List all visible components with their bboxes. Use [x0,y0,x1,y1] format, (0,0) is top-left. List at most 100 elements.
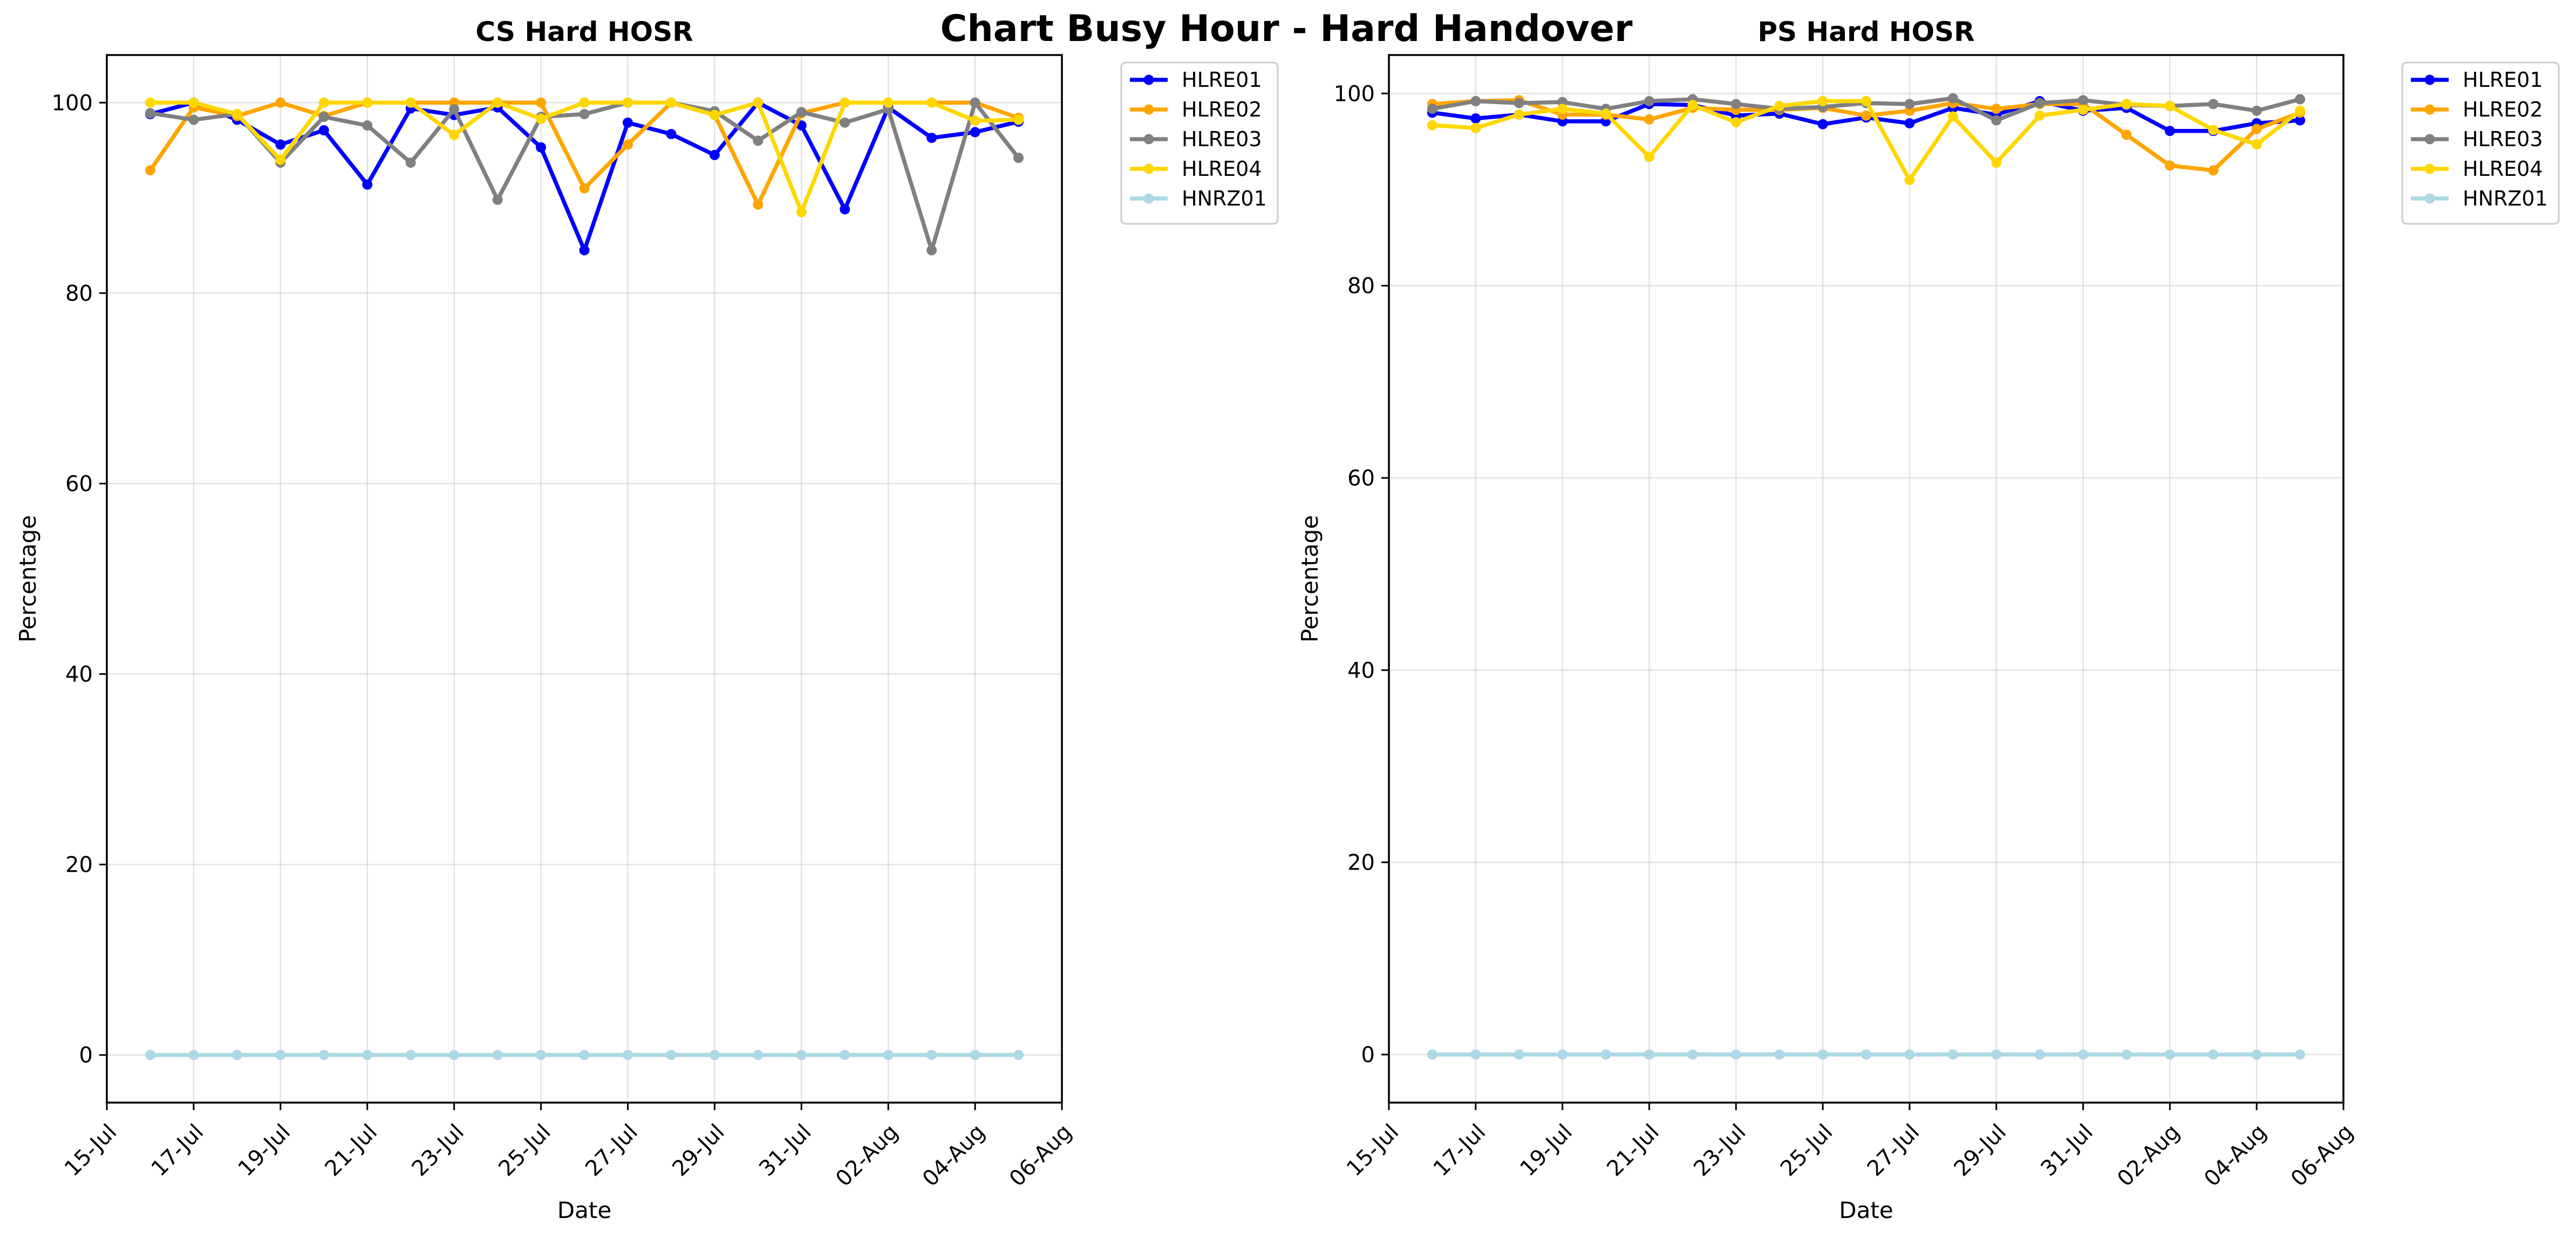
data-point-hlre03 [362,120,373,131]
legend-label: HLRE04 [2463,157,2543,181]
data-point-hlre04 [970,115,980,126]
data-point-hlre04 [622,97,633,108]
data-point-hlre01 [666,129,677,140]
data-point-hlre04 [1774,100,1785,111]
data-point-hlre04 [2034,110,2045,121]
y-tick-label: 20 [65,853,93,878]
subplot-title: PS Hard HOSR [1757,16,1974,47]
data-point-hlre04 [1600,108,1611,119]
data-point-hnrz01 [1514,1049,1524,1060]
data-point-hlre01 [970,127,980,138]
data-point-hlre01 [579,245,590,256]
data-point-hlre02 [579,183,590,194]
data-point-hlre03 [1947,93,1958,104]
data-point-hlre01 [2164,126,2175,136]
legend-swatch-marker [2424,163,2435,174]
data-point-hlre01 [362,179,373,190]
y-tick-label: 100 [1334,81,1375,106]
data-point-hlre04 [275,154,286,165]
data-point-hnrz01 [2251,1049,2262,1060]
data-point-hnrz01 [275,1050,286,1061]
data-point-hlre04 [2164,100,2175,111]
data-point-hlre01 [318,125,329,135]
data-point-hnrz01 [709,1050,720,1061]
data-point-hlre04 [1904,175,1915,186]
data-point-hlre04 [753,97,764,108]
y-axis-label: Percentage [1297,515,1323,642]
data-point-hlre01 [709,149,720,160]
data-point-hnrz01 [840,1050,850,1061]
data-point-hnrz01 [145,1050,155,1061]
data-point-hnrz01 [883,1050,894,1061]
data-point-hlre04 [796,207,807,217]
data-point-hlre04 [318,97,329,108]
data-point-hlre02 [145,165,155,176]
data-point-hlre02 [753,199,764,210]
data-point-hlre01 [840,204,850,215]
y-tick-label: 80 [65,281,93,306]
data-point-hlre02 [2251,124,2262,134]
data-point-hlre04 [666,97,677,108]
legend-swatch-marker [2424,193,2435,204]
data-point-hlre04 [362,97,373,108]
data-point-hnrz01 [1427,1049,1437,1060]
x-axis-label: Date [1839,1197,1893,1223]
data-point-hlre03 [1514,98,1524,108]
data-point-hlre04 [231,108,242,119]
data-point-hlre04 [2208,125,2219,135]
data-point-hlre01 [1470,113,1481,124]
data-point-hlre04 [492,97,503,108]
data-point-hlre03 [1730,99,1741,110]
data-point-hlre04 [1861,96,1871,107]
data-point-hlre04 [2078,105,2089,115]
data-point-hnrz01 [2295,1049,2306,1060]
data-point-hlre04 [2251,139,2262,150]
legend-label: HNRZ01 [2463,187,2548,210]
data-point-hlre03 [145,108,155,119]
data-point-hnrz01 [666,1050,677,1061]
data-point-hnrz01 [188,1050,199,1061]
data-point-hnrz01 [1470,1049,1481,1060]
data-point-hnrz01 [970,1050,980,1061]
data-point-hlre02 [1991,104,2002,114]
data-point-hlre02 [622,139,633,150]
data-point-hlre01 [536,142,547,153]
data-point-hnrz01 [2034,1049,2045,1060]
legend-label: HLRE01 [2463,68,2543,92]
data-point-hlre04 [1557,104,1568,114]
data-point-hlre04 [188,97,199,108]
data-point-hlre04 [1991,158,2002,168]
y-tick-label: 40 [65,662,93,687]
data-point-hlre03 [926,245,937,256]
data-point-hlre03 [492,194,503,205]
data-point-hlre04 [449,129,460,140]
data-point-hnrz01 [405,1050,416,1061]
legend-label: HLRE04 [1182,157,1262,181]
data-point-hlre03 [1904,99,1915,110]
y-axis-label: Percentage [15,515,41,642]
data-point-hnrz01 [362,1050,373,1061]
data-point-hlre04 [1644,152,1654,162]
data-point-hlre04 [1947,111,1958,122]
data-point-hlre03 [796,107,807,118]
data-point-hnrz01 [492,1050,503,1061]
data-point-hlre02 [2208,165,2219,176]
data-point-hlre04 [1687,100,1698,111]
data-point-hnrz01 [1644,1049,1654,1060]
y-tick-label: 40 [1347,658,1375,683]
data-point-hnrz01 [926,1050,937,1061]
legend-label: HLRE03 [2463,127,2543,151]
data-point-hlre03 [405,157,416,168]
data-point-hlre03 [1644,96,1654,107]
data-point-hnrz01 [536,1050,547,1061]
y-tick-label: 80 [1347,274,1375,299]
x-axis-label: Date [557,1197,611,1223]
data-point-hnrz01 [449,1050,460,1061]
data-point-hnrz01 [1861,1049,1871,1060]
legend-swatch-marker [1143,74,1154,85]
data-point-hlre02 [536,97,547,108]
data-point-hlre04 [883,97,894,108]
y-tick-label: 0 [79,1043,93,1068]
data-point-hnrz01 [318,1050,329,1061]
